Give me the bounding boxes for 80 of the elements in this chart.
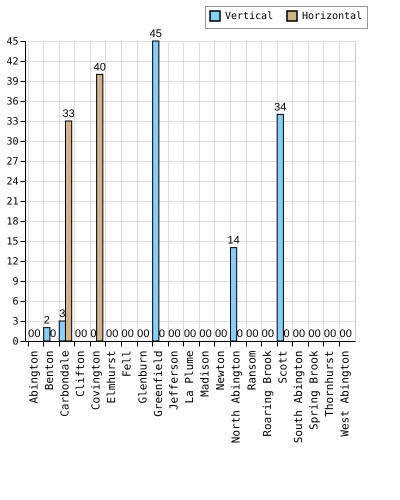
y-tick-label: 12 [6,256,18,268]
data-label: 0 [324,328,330,340]
data-label: 0 [168,328,174,340]
x-tick-label: South Abington [292,350,305,444]
y-tick-label: 42 [6,56,18,68]
data-label: 0 [122,328,128,340]
x-tick-label: Carbondale [58,350,72,417]
y-tick-label: 6 [12,296,18,308]
data-label: 0 [214,328,222,340]
data-label: 0 [308,328,314,340]
y-tick-label: 15 [6,236,18,248]
x-tick-label: Elmhurst [105,350,118,404]
legend-label: Horizontal [302,11,362,22]
x-tick-label: Glenburn [136,350,150,404]
data-label: 33 [62,108,75,120]
data-label: 3 [59,308,66,320]
data-label: 0 [34,328,41,340]
y-tick-label: 27 [6,156,18,168]
x-tick-label: La Plume [183,350,196,404]
data-label: 14 [227,234,240,247]
y-tick-label: 21 [6,196,18,208]
data-label: 40 [94,61,106,74]
data-label: 0 [174,328,181,340]
data-label: 34 [274,101,286,114]
data-label: 0 [190,328,196,340]
data-label: 0 [112,328,118,340]
data-label: 0 [28,328,34,340]
data-label: 0 [74,328,81,340]
x-tick-label: Clifton [74,350,88,397]
x-tick-label: Fell [120,350,134,377]
x-tick-label: Thornhurst [323,350,336,417]
x-tick-label: Scott [276,350,290,384]
data-label: 0 [199,328,206,340]
data-label: 0 [81,328,88,340]
data-label: 0 [262,328,268,340]
y-tick-label: 0 [12,336,18,348]
y-tick-label: 30 [6,136,18,148]
x-tick-label: Jefferson [167,350,180,410]
data-label: 0 [236,328,243,340]
data-label: 0 [143,328,150,340]
data-label: 0 [346,328,352,340]
data-label: 0 [330,328,336,340]
x-tick-label: West Abington [338,350,352,437]
data-label: 0 [268,328,274,340]
x-tick-label: Newton [214,350,228,390]
x-tick-label: Abington [27,350,40,404]
y-tick-label: 24 [6,176,18,188]
x-tick-label: Covington [90,350,103,410]
data-label: 0 [106,328,112,340]
data-label: 0 [221,328,228,340]
x-tick-label: Ransom [245,350,258,390]
data-label: 0 [90,328,97,340]
data-label: 0 [137,328,144,340]
data-label: 0 [50,328,56,340]
y-tick-label: 33 [6,116,18,128]
data-label: 2 [44,314,50,327]
x-tick-label: North Abington [230,350,243,444]
x-tick-label: Roaring Brook [260,350,274,437]
y-tick-label: 9 [12,276,18,288]
y-tick-label: 36 [6,96,18,108]
x-tick-label: Benton [42,350,56,390]
x-tick-label: Greenfield [152,350,165,417]
data-label: 0 [206,328,212,340]
y-tick-label: 45 [6,36,18,48]
data-label: 0 [292,328,299,340]
data-label: 0 [314,328,321,340]
x-tick-label: Spring Brook [308,350,321,430]
y-tick-label: 18 [6,216,18,228]
data-label: 0 [184,328,190,340]
data-label: 0 [299,328,306,340]
data-label: 0 [339,328,346,340]
x-tick-label: Madison [198,350,212,397]
data-label: 0 [283,328,290,340]
y-tick-label: 3 [12,316,18,328]
data-label: 45 [150,28,162,40]
data-label: 0 [252,328,258,340]
data-label: 0 [128,328,134,340]
y-tick-label: 39 [6,76,18,88]
data-label: 0 [246,328,252,340]
legend-label: Vertical [225,11,274,22]
